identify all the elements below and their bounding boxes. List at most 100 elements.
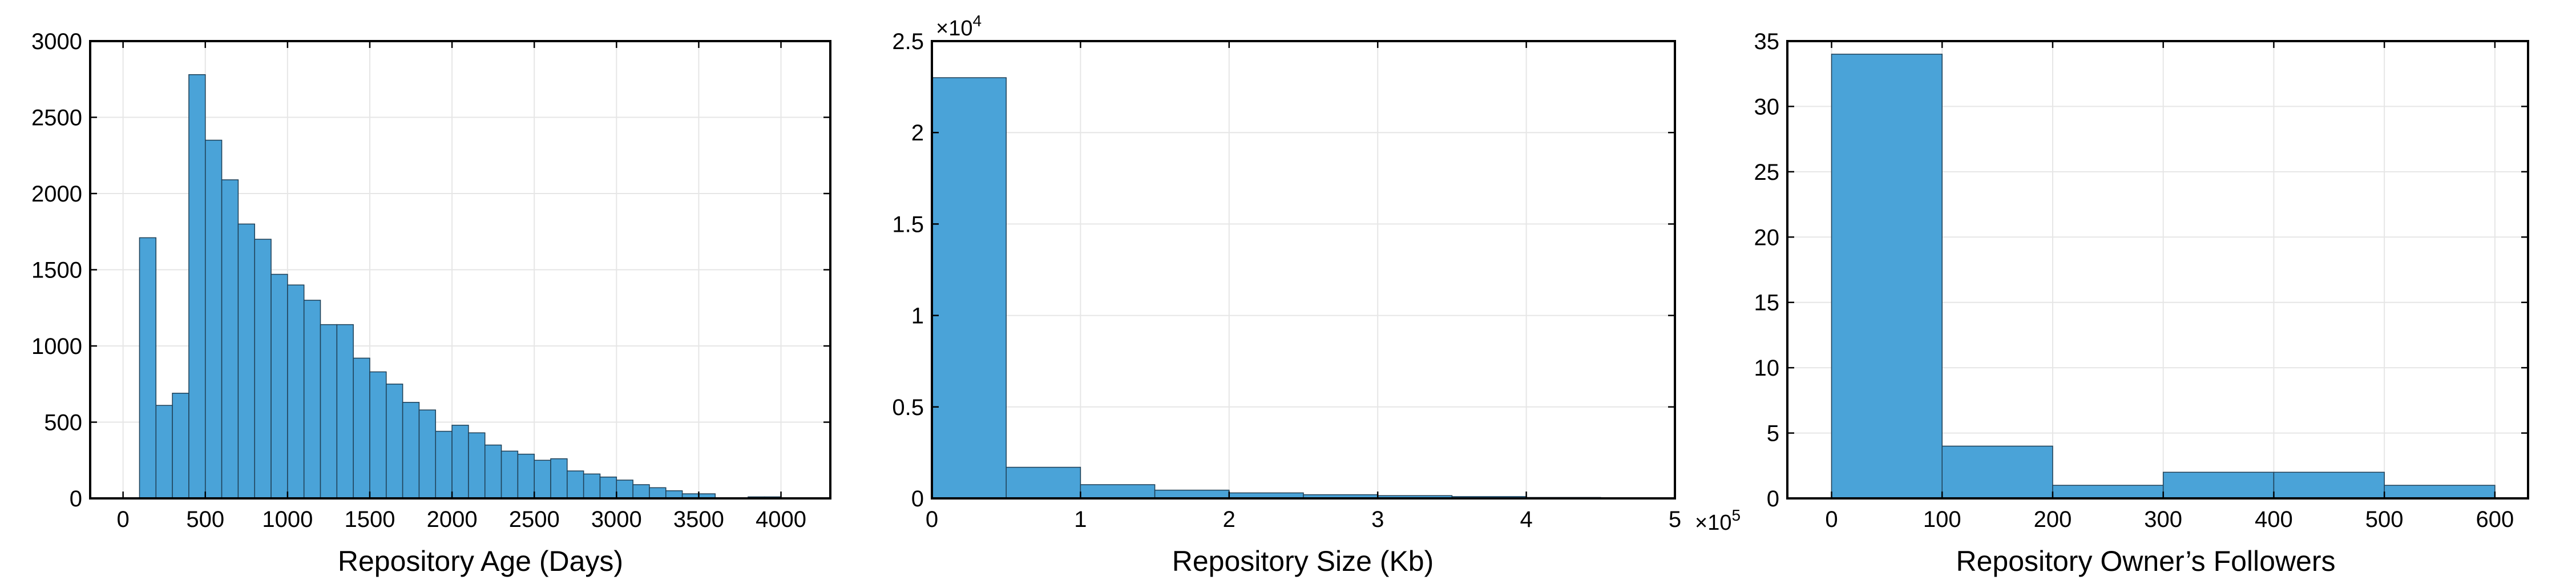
y-tick-label: 25 xyxy=(1754,160,1780,185)
bar xyxy=(632,484,650,499)
bar xyxy=(1006,466,1081,499)
y-tick-label: 500 xyxy=(44,410,82,436)
bar xyxy=(517,453,535,499)
y-tick-label: 0 xyxy=(1767,486,1779,512)
x-tick-label: 500 xyxy=(186,507,224,532)
y-tick-label: 10 xyxy=(1754,356,1780,381)
bar xyxy=(221,179,239,499)
bar xyxy=(353,357,370,499)
x-tick-label: 3 xyxy=(1371,507,1384,532)
bar xyxy=(418,409,437,499)
y-tick-label: 30 xyxy=(1754,94,1780,119)
bar xyxy=(1831,54,1943,499)
y-tick-label: 2000 xyxy=(31,182,82,207)
bar xyxy=(468,432,486,499)
bar xyxy=(1080,484,1156,499)
y-tick-label: 2500 xyxy=(31,106,82,131)
bar xyxy=(270,273,288,499)
y-tick-label: 20 xyxy=(1754,225,1780,250)
x-tick-label: 4 xyxy=(1520,507,1532,532)
y-tick-label: 15 xyxy=(1754,291,1780,316)
y-exponent-power: 4 xyxy=(972,12,982,30)
repository-age-histogram: 0 500 1000 1500 2000 2500 3000 3500 4000 0 500 1000… xyxy=(31,29,831,577)
bar xyxy=(1154,489,1230,499)
bar xyxy=(155,405,173,499)
y-tick-label: 1000 xyxy=(31,334,82,359)
bar xyxy=(435,430,453,499)
y-tick-label: 35 xyxy=(1754,29,1780,54)
y-tick-label: 0 xyxy=(70,486,82,512)
bar xyxy=(172,393,189,499)
x-axis-exponent: ×105 xyxy=(1695,506,1741,535)
x-tick-label: 5 xyxy=(1669,507,1681,532)
bar xyxy=(2384,485,2496,499)
bar xyxy=(205,139,223,499)
y-tick-label: 2.5 xyxy=(892,29,924,54)
x-axis-label: Repository Owner’s Followers xyxy=(1956,545,2335,577)
x-tick-label: 0 xyxy=(926,507,938,532)
x-tick-label: 1000 xyxy=(262,507,313,532)
x-tick-label: 300 xyxy=(2144,507,2182,532)
grid-lines xyxy=(931,41,1675,499)
owner-followers-histogram: 0 100 200 300 400 500 600 0 5 10 15 20 25 30 35 Reposi… xyxy=(1754,29,2529,577)
bar xyxy=(649,487,667,499)
y-axis-exponent: ×104 xyxy=(936,12,982,41)
bar xyxy=(369,371,387,499)
bar xyxy=(139,237,157,499)
bar xyxy=(484,444,502,499)
x-tick-label: 0 xyxy=(1825,507,1838,532)
x-tick-label: 2 xyxy=(1223,507,1235,532)
bar xyxy=(451,425,469,499)
bar xyxy=(567,470,584,499)
bar xyxy=(287,284,305,499)
x-axis-label: Repository Age (Days) xyxy=(338,545,623,577)
bar xyxy=(237,223,255,499)
x-tick-label: 200 xyxy=(2034,507,2072,532)
y-tick-label: 3000 xyxy=(31,29,82,54)
bar xyxy=(1941,445,2053,499)
y-tick-label: 5 xyxy=(1767,421,1779,446)
y-exponent-base: 10 xyxy=(948,17,972,41)
x-tick-label: 1 xyxy=(1074,507,1087,532)
bar xyxy=(254,239,272,499)
x-tick-label: 3000 xyxy=(591,507,642,532)
plot-frame xyxy=(1786,40,2529,500)
x-tick-label: 3500 xyxy=(673,507,724,532)
y-tick-label: 1.5 xyxy=(892,212,924,237)
plot-frame xyxy=(931,40,1676,500)
svg-text:×104: ×104 xyxy=(936,12,982,41)
axis-ticks: 0 1 2 3 4 5 0 0.5 1 1.5 2 2.5 xyxy=(892,29,1681,532)
x-tick-label: 2500 xyxy=(509,507,560,532)
x-tick-label: 100 xyxy=(1923,507,1961,532)
bar xyxy=(616,480,633,499)
bar xyxy=(303,300,321,499)
bars xyxy=(931,77,1601,499)
bar xyxy=(2162,472,2275,499)
svg-text:×105: ×105 xyxy=(1695,506,1741,535)
x-tick-label: 4000 xyxy=(756,507,806,532)
x-tick-label: 500 xyxy=(2365,507,2404,532)
x-axis-label: Repository Size (Kb) xyxy=(1172,545,1434,577)
y-tick-label: 1500 xyxy=(31,258,82,283)
x-tick-label: 400 xyxy=(2255,507,2293,532)
bars xyxy=(1831,54,2496,499)
bar xyxy=(550,458,568,499)
bar xyxy=(386,384,403,499)
x-tick-label: 600 xyxy=(2476,507,2514,532)
axis-ticks: 0 100 200 300 400 500 600 0 5 10 15 20 25 30 35 xyxy=(1754,29,2528,532)
repository-size-histogram: 0 1 2 3 4 500.511.522.5 Repository Size (Kb) … xyxy=(892,12,1741,577)
bar xyxy=(402,402,420,499)
y-tick-label: 0 xyxy=(911,486,924,512)
bar xyxy=(2052,485,2164,499)
x-exponent-base: 10 xyxy=(1707,511,1731,535)
bar xyxy=(336,324,354,499)
y-tick-label: 2 xyxy=(911,120,924,146)
bar xyxy=(2273,472,2385,499)
x-exponent-power: 5 xyxy=(1731,506,1741,524)
bar xyxy=(599,476,617,499)
y-tick-label: 0.5 xyxy=(892,395,924,420)
bars xyxy=(139,74,782,499)
bar xyxy=(534,460,551,499)
bar xyxy=(583,473,601,499)
